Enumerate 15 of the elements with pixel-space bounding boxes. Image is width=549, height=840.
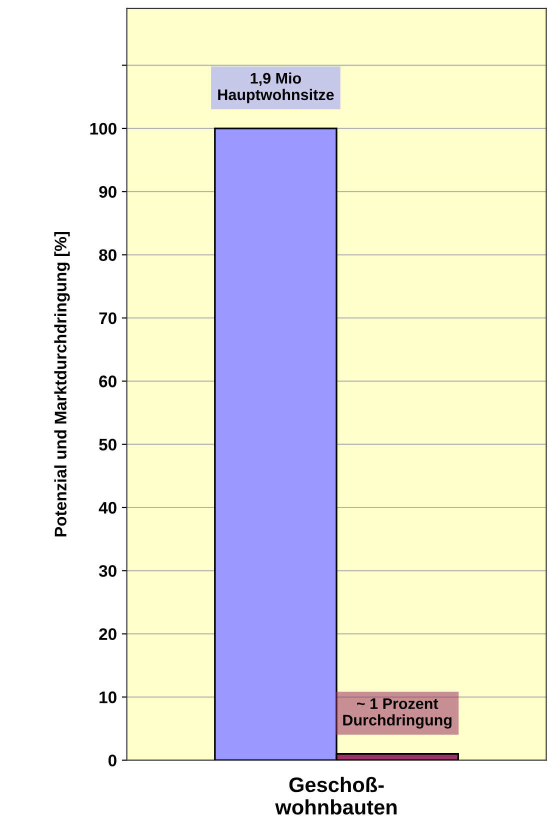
y-tick-label: 0 [108,754,116,766]
y-tick-label: 90 [99,186,116,198]
y-tick-label: 30 [98,565,116,577]
y-axis-title: Potenzial und Marktdurchdringung [%] [54,232,70,536]
y-tick-label: 40 [98,502,116,514]
annotation: ~ 1 Prozent Durchdringung [343,698,452,729]
y-tick-label: 70 [99,312,116,324]
y-tick-label: 50 [99,438,116,451]
annotation: 1,9 Mio Hauptwohnsitze [218,72,334,104]
y-tick-label: 10 [100,691,116,704]
y-tick-label: 80 [99,249,116,261]
y-tick-label: 20 [99,628,116,640]
x-tick-label: Geschoß- wohnbauten [275,776,397,815]
y-tick-label: 100 [90,122,116,135]
y-tick-label: 60 [99,376,116,388]
